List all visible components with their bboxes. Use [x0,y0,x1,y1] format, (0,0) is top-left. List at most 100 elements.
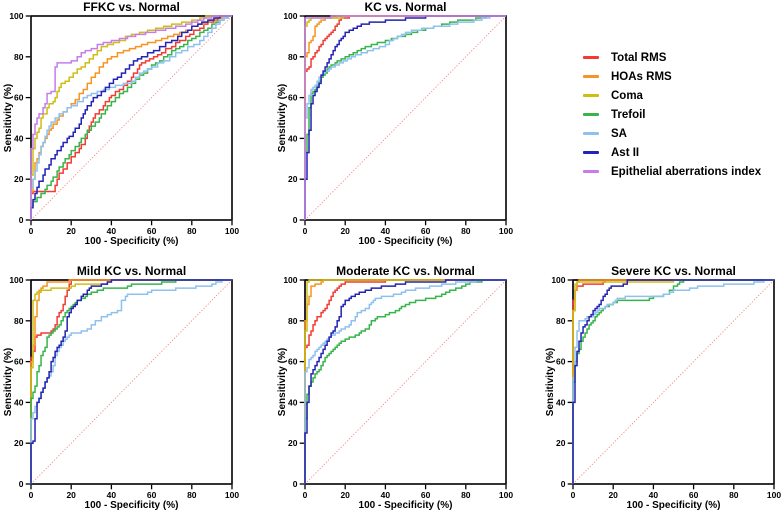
svg-text:0: 0 [19,215,24,225]
svg-text:40: 40 [288,397,298,407]
legend-label: Total RMS [611,51,667,64]
plot-title: Mild KC vs. Normal [76,264,187,278]
svg-text:100: 100 [9,11,23,21]
svg-text:40: 40 [649,490,659,500]
legend-color-line-icon [583,56,599,59]
legend-color-line-icon [583,94,599,97]
legend-label: Trefoil [611,108,646,121]
legend-label: Ast II [611,146,640,159]
svg-text:20: 20 [14,174,24,184]
roc-canvas: 0 20 40 60 80 100 0 20 40 60 80 100 [283,11,513,236]
x-axis-label: 100 - Specificity (%) [358,236,453,247]
svg-text:0: 0 [561,479,566,489]
legend-color-line-icon [583,170,599,173]
svg-text:80: 80 [288,316,298,326]
svg-text:80: 80 [14,316,24,326]
svg-text:60: 60 [14,93,24,103]
roc-canvas: 0 20 40 60 80 100 0 20 40 60 80 100 [551,275,781,500]
svg-text:20: 20 [340,490,350,500]
svg-text:40: 40 [107,226,117,236]
x-axis-label: 100 - Specificity (%) [84,500,179,511]
svg-text:60: 60 [556,357,566,367]
x-axis-label: 100 - Specificity (%) [358,500,453,511]
svg-text:80: 80 [729,490,739,500]
legend-color-line-icon [583,151,599,154]
roc-plot-severe-kc: Severe KC vs. Normal 0 20 40 60 80 100 0 20 40 60… [544,264,784,519]
svg-text:40: 40 [381,490,391,500]
svg-text:0: 0 [19,479,24,489]
svg-text:100: 100 [9,275,23,285]
svg-text:0: 0 [293,215,298,225]
svg-text:40: 40 [14,133,24,143]
svg-text:0: 0 [571,490,576,500]
plot-title: KC vs. Normal [364,0,447,14]
y-axis-label: Sensitivity (%) [277,347,288,417]
legend-item: Coma [583,86,761,105]
svg-text:60: 60 [288,357,298,367]
plot-title: FFKC vs. Normal [83,0,180,14]
svg-text:0: 0 [29,490,34,500]
legend-item: Trefoil [583,105,761,124]
y-axis-label: Sensitivity (%) [277,83,288,153]
roc-plot-mild-kc: Mild KC vs. Normal 0 20 40 60 80 100 0 20 40 60 80… [2,264,246,519]
legend-item: Total RMS [583,48,761,67]
svg-text:80: 80 [461,226,471,236]
svg-text:20: 20 [66,226,76,236]
svg-text:100: 100 [225,490,239,500]
svg-text:80: 80 [187,226,197,236]
svg-text:100: 100 [499,490,513,500]
svg-text:40: 40 [107,490,117,500]
svg-text:0: 0 [303,490,308,500]
svg-text:40: 40 [556,397,566,407]
svg-text:100: 100 [551,275,565,285]
svg-text:100: 100 [767,490,781,500]
svg-text:20: 20 [340,226,350,236]
svg-text:100: 100 [283,11,297,21]
legend-color-line-icon [583,132,599,135]
legend-label: Epithelial aberrations index [611,165,762,178]
svg-text:100: 100 [283,275,297,285]
legend-color-line-icon [583,113,599,116]
legend-item: Epithelial aberrations index [583,162,761,181]
svg-text:60: 60 [147,490,157,500]
legend-label: SA [611,127,627,140]
legend-item: HOAs RMS [583,67,761,86]
svg-text:40: 40 [288,133,298,143]
svg-text:80: 80 [14,52,24,62]
x-axis-label: 100 - Specificity (%) [84,236,179,247]
svg-text:100: 100 [499,226,513,236]
svg-text:80: 80 [187,490,197,500]
svg-text:0: 0 [293,479,298,489]
legend-color-line-icon [583,75,599,78]
y-axis-label: Sensitivity (%) [3,83,14,153]
svg-text:20: 20 [66,490,76,500]
svg-text:60: 60 [14,357,24,367]
svg-text:60: 60 [689,490,699,500]
legend-item: SA [583,124,761,143]
svg-text:20: 20 [556,438,566,448]
roc-plot-kc: KC vs. Normal 0 20 40 60 80 100 0 20 40 60 80 100 S… [276,0,520,255]
svg-text:20: 20 [288,174,298,184]
legend-label: HOAs RMS [611,70,672,83]
svg-text:20: 20 [608,490,618,500]
svg-text:80: 80 [288,52,298,62]
legend: Total RMS HOAs RMS Coma Trefoil SA Ast I… [583,48,761,181]
svg-text:0: 0 [29,226,34,236]
roc-plot-ffkc: FFKC vs. Normal 0 20 40 60 80 100 0 20 40 60 80 100… [2,0,246,255]
svg-text:80: 80 [556,316,566,326]
roc-canvas: 0 20 40 60 80 100 0 20 40 60 80 100 [283,275,513,500]
plot-title: Severe KC vs. Normal [611,264,736,278]
plot-title: Moderate KC vs. Normal [336,264,475,278]
svg-text:100: 100 [225,226,239,236]
svg-text:60: 60 [288,93,298,103]
svg-text:20: 20 [288,438,298,448]
svg-text:60: 60 [421,490,431,500]
legend-item: Ast II [583,143,761,162]
y-axis-label: Sensitivity (%) [3,347,14,417]
svg-text:60: 60 [421,226,431,236]
roc-canvas: 0 20 40 60 80 100 0 20 40 60 80 100 [9,275,239,500]
x-axis-label: 100 - Specificity (%) [626,500,721,511]
svg-text:40: 40 [14,397,24,407]
y-axis-label: Sensitivity (%) [545,347,556,417]
